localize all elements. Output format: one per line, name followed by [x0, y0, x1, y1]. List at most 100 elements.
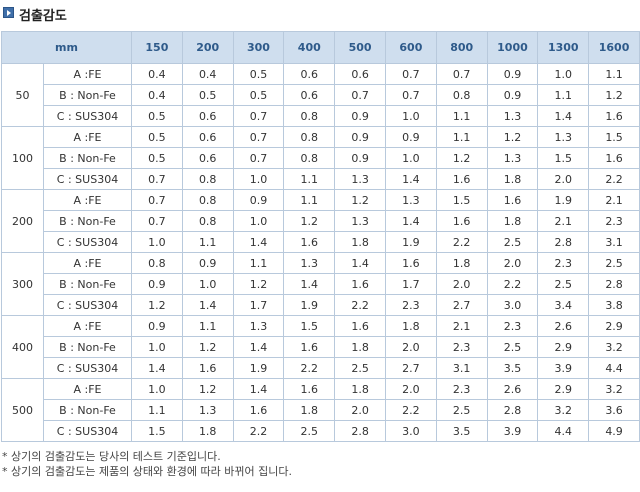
value-cell: 4.4: [588, 357, 640, 379]
value-cell: 1.3: [232, 315, 285, 337]
value-cell: 1.0: [181, 273, 234, 295]
value-cell: 1.6: [588, 147, 640, 169]
value-cell: 2.0: [486, 252, 539, 274]
value-cell: 0.4: [131, 63, 183, 85]
value-cell: 3.6: [588, 399, 640, 421]
table-row: C : SUS304 1.2 1.4 1.7 1.9 2.2 2.3 2.7 3.0 3.4 3.8: [2, 294, 640, 316]
material-cell: B : Non-Fe: [43, 210, 132, 232]
value-cell: 1.3: [384, 189, 437, 211]
value-cell: 2.3: [435, 336, 488, 358]
material-cell: B : Non-Fe: [43, 273, 132, 295]
value-cell: 0.6: [181, 105, 234, 127]
value-cell: 0.6: [283, 84, 336, 106]
value-cell: 2.1: [588, 189, 640, 211]
value-cell: 1.8: [334, 231, 386, 253]
value-cell: 1.4: [232, 231, 285, 253]
value-cell: 4.9: [588, 420, 640, 442]
value-cell: 1.6: [588, 105, 640, 127]
value-cell: 2.3: [384, 294, 437, 316]
sensitivity-table: mm 150 200 300 400 500 600 800 1000 1300 1600 50 A…: [1, 31, 640, 442]
material-cell: C : SUS304: [43, 168, 132, 190]
value-cell: 2.9: [537, 336, 590, 358]
value-cell: 2.2: [588, 168, 640, 190]
value-cell: 0.6: [334, 63, 386, 85]
value-cell: 1.0: [232, 168, 285, 190]
notes: * 상기의 검출감도는 당사의 테스트 기준입니다. * 상기의 검출감도는 제…: [2, 449, 292, 479]
material-cell: A :FE: [43, 252, 132, 274]
value-cell: 0.5: [131, 147, 183, 169]
size-cell: 300: [1, 252, 44, 316]
value-cell: 3.5: [435, 420, 488, 442]
value-cell: 1.8: [334, 378, 386, 400]
value-cell: 2.3: [486, 315, 539, 337]
value-cell: 3.5: [486, 357, 539, 379]
value-cell: 1.8: [181, 420, 234, 442]
value-cell: 2.7: [384, 357, 437, 379]
arrow-right-icon: [3, 7, 14, 18]
material-cell: A :FE: [43, 315, 132, 337]
value-cell: 0.8: [131, 252, 183, 274]
value-cell: 0.9: [181, 252, 234, 274]
table-row: B : Non-Fe 0.7 0.8 1.0 1.2 1.3 1.4 1.6 1.8 2.1 2.3: [2, 210, 640, 232]
value-cell: 2.2: [384, 399, 437, 421]
value-cell: 2.8: [588, 273, 640, 295]
material-cell: B : Non-Fe: [43, 84, 132, 106]
value-cell: 1.8: [283, 399, 336, 421]
value-cell: 2.5: [537, 273, 590, 295]
value-cell: 1.0: [131, 378, 183, 400]
column-header: 1000: [486, 31, 539, 64]
material-cell: B : Non-Fe: [43, 399, 132, 421]
value-cell: 1.2: [131, 294, 183, 316]
value-cell: 1.9: [283, 294, 336, 316]
value-cell: 1.7: [232, 294, 285, 316]
value-cell: 0.7: [131, 210, 183, 232]
size-cell: 50: [1, 63, 44, 127]
value-cell: 1.5: [435, 189, 488, 211]
table-row: B : Non-Fe 0.9 1.0 1.2 1.4 1.6 1.7 2.0 2.2 2.5 2.8: [2, 273, 640, 295]
value-cell: 2.0: [537, 168, 590, 190]
value-cell: 0.7: [232, 105, 285, 127]
table-row: 300 A :FE 0.8 0.9 1.1 1.3 1.4 1.6 1.8 2.0 2.3 2.5: [1, 252, 640, 316]
value-cell: 1.4: [181, 294, 234, 316]
value-cell: 2.5: [435, 399, 488, 421]
table-row: 200 A :FE 0.7 0.8 0.9 1.1 1.2 1.3 1.5 1.6 1.9 2.1: [1, 189, 640, 253]
size-cell: 100: [1, 126, 44, 190]
value-cell: 1.4: [232, 336, 285, 358]
value-cell: 4.4: [537, 420, 590, 442]
value-cell: 1.0: [384, 105, 437, 127]
value-cell: 0.9: [486, 63, 539, 85]
value-cell: 2.5: [486, 231, 539, 253]
column-header: 800: [435, 31, 488, 64]
value-cell: 1.0: [131, 336, 183, 358]
table-row: B : Non-Fe 0.5 0.6 0.7 0.8 0.9 1.0 1.2 1.3 1.5 1.6: [2, 147, 640, 169]
value-cell: 1.3: [283, 252, 336, 274]
value-cell: 0.8: [283, 126, 336, 148]
value-cell: 2.9: [588, 315, 640, 337]
value-cell: 1.6: [486, 189, 539, 211]
table-row: B : Non-Fe 0.4 0.5 0.5 0.6 0.7 0.7 0.8 0.9 1.1 1.2: [2, 84, 640, 106]
value-cell: 2.7: [435, 294, 488, 316]
value-cell: 1.3: [537, 126, 590, 148]
value-cell: 1.5: [131, 420, 183, 442]
value-cell: 1.5: [588, 126, 640, 148]
value-cell: 0.7: [384, 84, 437, 106]
value-cell: 1.6: [334, 273, 386, 295]
value-cell: 1.1: [588, 63, 640, 85]
column-header: 400: [283, 31, 336, 64]
value-cell: 1.6: [435, 210, 488, 232]
value-cell: 1.1: [181, 231, 234, 253]
value-cell: 0.8: [181, 189, 234, 211]
section-title: 검출감도: [19, 9, 67, 24]
value-cell: 1.8: [435, 252, 488, 274]
value-cell: 1.3: [486, 105, 539, 127]
value-cell: 1.0: [232, 210, 285, 232]
material-cell: A :FE: [43, 126, 132, 148]
value-cell: 0.5: [181, 84, 234, 106]
value-cell: 1.1: [131, 399, 183, 421]
value-cell: 1.6: [334, 315, 386, 337]
value-cell: 2.1: [435, 315, 488, 337]
table-row: 500 A :FE 1.0 1.2 1.4 1.6 1.8 2.0 2.3 2.6 2.9 3.2: [1, 378, 640, 442]
column-header: 1300: [537, 31, 590, 64]
value-cell: 2.8: [334, 420, 386, 442]
value-cell: 1.6: [283, 231, 336, 253]
